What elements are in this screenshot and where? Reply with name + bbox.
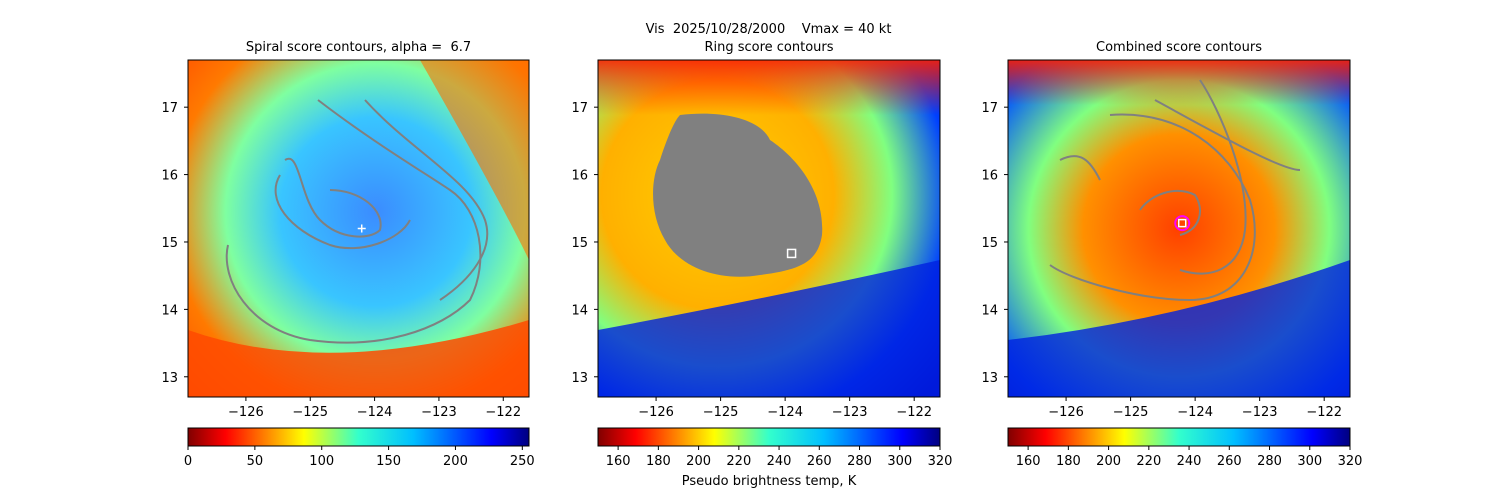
panel-3-cold-band — [1008, 260, 1350, 397]
colorbar-tick-label: 300 — [887, 454, 912, 469]
colorbar-layer: 0 50 100 150 200 250 160 180 200 220 240 260 280 300 3… — [184, 427, 1363, 489]
x-tick-label: −125 — [292, 405, 328, 420]
panel-1-contours — [225, 99, 489, 344]
y-tick-label: 13 — [981, 371, 998, 386]
x-tick-label: −124 — [1177, 405, 1213, 420]
x-tick-label: −123 — [832, 405, 868, 420]
colorbar-tick-label: 240 — [1177, 454, 1202, 469]
panel-1-warm-band — [188, 320, 529, 397]
y-tick-label: 14 — [981, 303, 998, 318]
colorbar-tick-label: 260 — [1217, 454, 1242, 469]
colorbar-2: 160 180 200 220 240 260 280 300 320 Pseudo bright… — [597, 427, 953, 489]
colorbar-1: 0 50 100 150 200 250 — [184, 427, 535, 469]
colorbar-tick-label: 280 — [1257, 454, 1282, 469]
panel-2-axes: −126 −125 −124 −123 −122 13 14 15 16 17 — [571, 59, 941, 420]
colorbar-1-ramp — [187, 427, 530, 447]
colorbar-tick-label: 320 — [928, 454, 953, 469]
y-tick-label: 16 — [981, 169, 998, 184]
y-tick-label: 15 — [571, 236, 588, 251]
y-tick-label: 17 — [571, 101, 588, 116]
y-tick-label: 15 — [161, 236, 178, 251]
colorbar-tick-label: 0 — [184, 454, 192, 469]
x-tick-label: −123 — [421, 405, 457, 420]
colorbar-tick-label: 180 — [646, 454, 671, 469]
colorbar-tick-label: 160 — [606, 454, 631, 469]
panel-1-warm-corner — [420, 60, 529, 260]
panel-2-title: Ring score contours — [704, 40, 834, 55]
x-tick-label: −122 — [485, 405, 521, 420]
panel-2-frame — [597, 59, 941, 398]
colorbar-2-ramp — [597, 427, 941, 447]
colorbar-tick-label: 300 — [1297, 454, 1322, 469]
y-tick-label: 17 — [161, 101, 178, 116]
colorbar-tick-label: 200 — [443, 454, 468, 469]
colorbar-tick-label: 180 — [1056, 454, 1081, 469]
colorbar-tick-label: 200 — [686, 454, 711, 469]
x-tick-label: −126 — [1048, 405, 1084, 420]
colorbar-tick-label: 240 — [767, 454, 792, 469]
colorbar-tick-label: 100 — [309, 454, 334, 469]
x-tick-label: −123 — [1242, 405, 1278, 420]
panel-2-warm-top — [598, 60, 940, 115]
x-tick-label: −122 — [1306, 405, 1342, 420]
y-tick-label: 15 — [981, 236, 998, 251]
panel-2 — [598, 60, 940, 397]
center-square-marker — [1177, 218, 1187, 228]
colorbar-tick-label: 320 — [1338, 454, 1363, 469]
colorbar-tick-label: 220 — [726, 454, 751, 469]
panel-3-title: Combined score contours — [1096, 40, 1262, 55]
panel-3-axes: −126 −125 −124 −123 −122 13 14 15 16 17 — [981, 59, 1351, 420]
y-tick-label: 13 — [161, 371, 178, 386]
x-tick-label: −124 — [357, 405, 393, 420]
center-cross-marker — [357, 224, 366, 233]
colorbar-3-ramp — [1007, 427, 1351, 447]
x-tick-label: −126 — [228, 405, 264, 420]
y-tick-label: 16 — [571, 169, 588, 184]
y-tick-label: 14 — [161, 303, 178, 318]
colorbar-tick-label: 200 — [1096, 454, 1121, 469]
y-tick-label: 17 — [981, 101, 998, 116]
colorbar-tick-label: 220 — [1136, 454, 1161, 469]
center-square-marker — [786, 248, 797, 259]
colorbar-tick-label: 160 — [1016, 454, 1041, 469]
colorbar-tick-label: 150 — [376, 454, 401, 469]
center-circle-marker — [1174, 215, 1191, 232]
y-tick-label: 14 — [571, 303, 588, 318]
x-tick-label: −125 — [1113, 405, 1149, 420]
y-tick-label: 13 — [571, 371, 588, 386]
panel-1-frame — [187, 59, 530, 398]
panel-3-warm-top — [1008, 60, 1350, 105]
panel-1-title: Spiral score contours, alpha = 6.7 — [245, 40, 472, 55]
panel-2-cold-band — [598, 260, 940, 397]
x-tick-label: −125 — [703, 405, 739, 420]
colorbar-3: 160 180 200 220 240 260 280 300 320 — [1007, 427, 1363, 469]
colorbar-tick-label: 50 — [247, 454, 264, 469]
y-tick-label: 16 — [161, 169, 178, 184]
panel-3-contours — [1049, 79, 1301, 302]
marker-layer — [357, 215, 1191, 259]
colorbar-label: Pseudo brightness temp, K — [682, 474, 857, 489]
x-tick-label: −124 — [767, 405, 803, 420]
x-tick-label: −126 — [638, 405, 674, 420]
panel-2-ring-mask — [653, 113, 823, 277]
x-tick-label: −122 — [896, 405, 932, 420]
figure-suptitle: Vis 2025/10/28/2000 Vmax = 40 kt — [645, 22, 892, 37]
colorbar-tick-label: 260 — [807, 454, 832, 469]
colorbar-tick-label: 280 — [847, 454, 872, 469]
colorbar-tick-label: 250 — [510, 454, 535, 469]
panel-3-frame — [1007, 59, 1351, 398]
panel-1-axes: −126 −125 −124 −123 −122 13 14 15 16 17 — [161, 59, 530, 420]
